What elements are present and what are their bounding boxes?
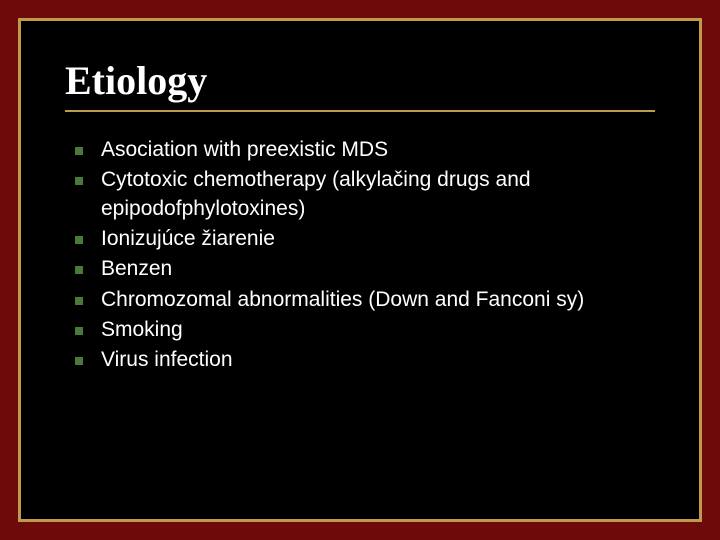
bullet-square-icon: [75, 147, 83, 155]
bullet-square-icon: [75, 357, 83, 365]
bullet-square-icon: [75, 266, 83, 274]
list-item: Chromozomal abnormalities (Down and Fanc…: [65, 286, 655, 314]
slide-title: Etiology: [65, 57, 655, 112]
list-item: Cytotoxic chemotherapy (alkylačing drugs…: [65, 166, 655, 223]
bullet-square-icon: [75, 297, 83, 305]
bullet-square-icon: [75, 177, 83, 185]
bullet-list: Asociation with preexistic MDS Cytotoxic …: [65, 136, 655, 375]
list-item-text: Ionizujúce žiarenie: [101, 227, 275, 250]
list-item: Smoking: [65, 316, 655, 344]
list-item: Asociation with preexistic MDS: [65, 136, 655, 164]
list-item-text: Asociation with preexistic MDS: [101, 138, 388, 161]
slide: Etiology Asociation with preexistic MDS C…: [0, 0, 720, 540]
list-item: Benzen: [65, 255, 655, 283]
list-item-text: Benzen: [101, 257, 172, 280]
bullet-square-icon: [75, 327, 83, 335]
list-item-text: Chromozomal abnormalities (Down and Fanc…: [101, 288, 584, 311]
list-item-text: Smoking: [101, 318, 183, 341]
list-item-text: Cytotoxic chemotherapy (alkylačing drugs…: [101, 168, 531, 219]
list-item: Ionizujúce žiarenie: [65, 225, 655, 253]
bullet-square-icon: [75, 236, 83, 244]
list-item: Virus infection: [65, 346, 655, 374]
slide-inner: Etiology Asociation with preexistic MDS C…: [18, 18, 702, 522]
list-item-text: Virus infection: [101, 348, 233, 371]
